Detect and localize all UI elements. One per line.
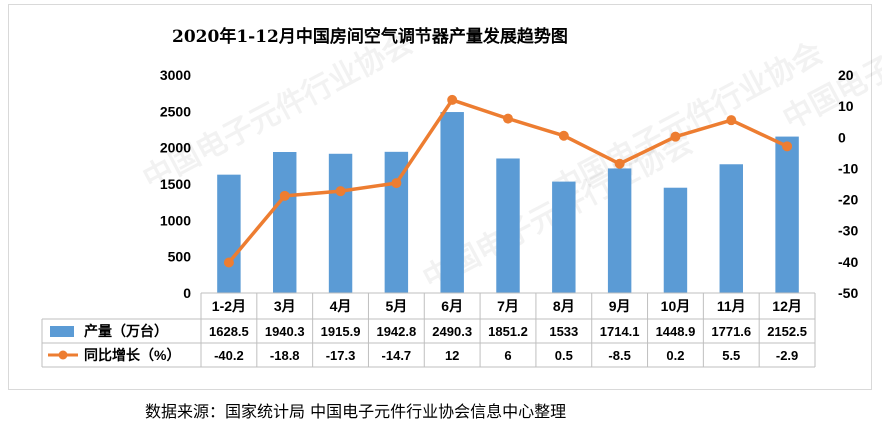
growth-point-8月: [558, 130, 569, 141]
line-layer: [223, 94, 793, 268]
y-left-tick-label: 3000: [160, 67, 191, 83]
table-line-value: 12: [445, 348, 459, 363]
bar-7月: [496, 158, 520, 293]
table-bar-value: 1851.2: [488, 324, 528, 339]
x-tick-label: 7月: [497, 298, 519, 314]
x-tick-label: 3月: [274, 298, 296, 314]
bar-8月: [552, 181, 576, 293]
y-right-tick-label: 0: [838, 129, 846, 145]
chart-title: 2020年1-12月中国房间空气调节器产量发展趋势图: [172, 27, 568, 47]
growth-point-4月: [335, 186, 346, 197]
table-line-value: -17.3: [326, 348, 356, 363]
table-bar-value: 1940.3: [265, 324, 305, 339]
y-left-tick-label: 1000: [160, 212, 191, 228]
legend-line-marker: [58, 350, 68, 360]
x-tick-label: 1-2月: [212, 298, 246, 314]
growth-point-10月: [670, 131, 681, 142]
x-tick-label: 9月: [609, 298, 631, 314]
table-line-value: -14.7: [382, 348, 412, 363]
legend-bar-label: 产量（万台）: [84, 323, 168, 339]
table-bar-value: 1533: [549, 324, 578, 339]
y-right-tick-label: -30: [838, 223, 858, 239]
table-line-value: 5.5: [722, 348, 740, 363]
growth-point-1-2月: [223, 257, 234, 268]
growth-point-12月: [782, 141, 793, 152]
y-right-tick-label: -50: [838, 285, 858, 301]
y-right-tick-label: -20: [838, 192, 858, 208]
table-bar-value: 2152.5: [767, 324, 807, 339]
y-left-tick-label: 2500: [160, 103, 191, 119]
x-tick-label: 11月: [717, 298, 746, 314]
bar-6月: [440, 112, 464, 293]
table-line-value: -8.5: [608, 348, 630, 363]
growth-point-6月: [447, 94, 458, 105]
axes-layer: 0 500 1000 1500 2000 2500 3000 -50 -40 -30 -20 -10 0…: [160, 67, 859, 301]
growth-point-3月: [279, 190, 290, 201]
bar-5月: [384, 151, 409, 293]
table-bar-value: 1714.1: [600, 324, 640, 339]
table-bar-value: 1448.9: [656, 324, 696, 339]
growth-point-9月: [614, 158, 625, 169]
y-left-tick-label: 500: [168, 249, 192, 265]
y-right-tick-label: -10: [838, 160, 858, 176]
table-bar-value: 1942.8: [376, 324, 416, 339]
table-bar-value: 2490.3: [432, 324, 472, 339]
table-line-value: 6: [504, 348, 511, 363]
table-line-value: 0.2: [666, 348, 684, 363]
x-tick-label: 8月: [553, 298, 575, 314]
legend-line-label: 同比增长（%）: [84, 347, 180, 363]
y-right-tick-label: 10: [838, 98, 854, 114]
bar-9月: [607, 168, 632, 293]
growth-point-7月: [503, 113, 513, 124]
table-line-value: -18.8: [270, 348, 300, 363]
bar-10月: [663, 187, 688, 293]
table-bar-value: 1915.9: [321, 324, 361, 339]
bars-layer: [217, 112, 799, 293]
source-note: 数据来源：国家统计局 中国电子元件行业协会信息中心整理: [145, 402, 567, 421]
bar-3月: [273, 152, 297, 293]
x-tick-label: 5月: [385, 298, 407, 314]
y-right-tick-label: -40: [838, 254, 858, 270]
growth-point-11月: [726, 115, 737, 126]
table-line-value: -2.9: [776, 348, 798, 363]
y-left-tick-label: 0: [183, 285, 191, 301]
growth-point-5月: [391, 178, 402, 189]
table-line-value: 0.5: [555, 348, 573, 363]
bar-4月: [328, 153, 353, 293]
x-tick-label: 6月: [441, 298, 463, 314]
bar-1-2月: [217, 174, 241, 293]
bar-11月: [719, 164, 743, 293]
legend-bar-swatch: [50, 326, 74, 337]
table-line-value: -40.2: [214, 348, 244, 363]
table-bar-value: 1628.5: [209, 324, 249, 339]
x-tick-label: 12月: [772, 298, 802, 314]
table-bar-value: 1771.6: [711, 324, 751, 339]
x-tick-label: 4月: [330, 298, 352, 314]
y-right-tick-label: 20: [838, 67, 854, 83]
y-left-tick-label: 2000: [160, 140, 191, 156]
x-tick-label: 10月: [661, 298, 691, 314]
y-left-tick-label: 1500: [160, 176, 191, 192]
bar-12月: [775, 136, 799, 293]
